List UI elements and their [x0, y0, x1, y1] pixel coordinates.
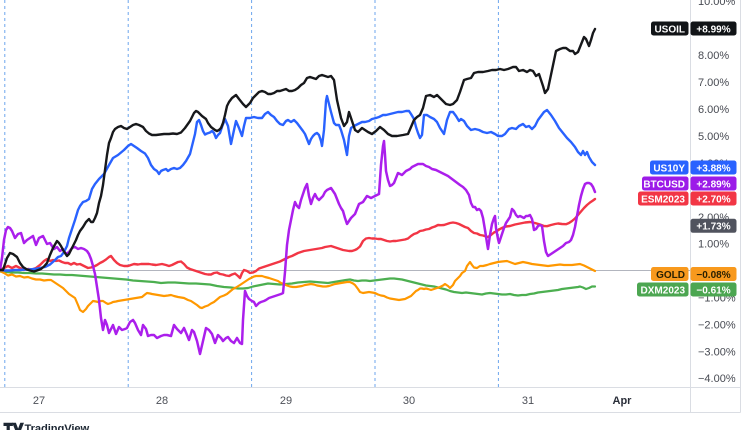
svg-text:7.00%: 7.00%	[698, 77, 729, 89]
svg-text:DXM2023: DXM2023	[641, 285, 686, 296]
svg-text:−2.00%: −2.00%	[698, 319, 736, 331]
svg-text:5.00%: 5.00%	[698, 131, 729, 143]
svg-text:+1.73%: +1.73%	[696, 222, 730, 233]
svg-text:BTCUSD: BTCUSD	[643, 179, 685, 190]
svg-text:GOLD: GOLD	[656, 270, 685, 281]
svg-text:27: 27	[33, 395, 45, 407]
svg-text:−4.00%: −4.00%	[698, 373, 736, 385]
svg-text:−0.61%: −0.61%	[696, 285, 730, 296]
svg-text:+8.99%: +8.99%	[696, 24, 730, 35]
svg-text:USOIL: USOIL	[654, 24, 685, 35]
svg-text:ESM2023: ESM2023	[641, 194, 685, 205]
svg-text:10.00%: 10.00%	[698, 0, 736, 8]
svg-text:+2.89%: +2.89%	[696, 179, 730, 190]
svg-text:1.00%: 1.00%	[698, 239, 729, 251]
svg-text:US10Y: US10Y	[653, 163, 685, 174]
svg-text:30: 30	[403, 395, 415, 407]
svg-text:Apr: Apr	[613, 395, 633, 407]
svg-text:31: 31	[522, 395, 534, 407]
svg-text:+3.88%: +3.88%	[696, 163, 730, 174]
svg-text:29: 29	[280, 395, 292, 407]
svg-text:TradingView: TradingView	[25, 423, 90, 430]
svg-text:−3.00%: −3.00%	[698, 346, 736, 358]
svg-text:−0.08%: −0.08%	[696, 270, 730, 281]
svg-text:6.00%: 6.00%	[698, 104, 729, 116]
svg-text:8.00%: 8.00%	[698, 50, 729, 62]
svg-text:+2.70%: +2.70%	[696, 194, 730, 205]
svg-text:28: 28	[156, 395, 168, 407]
